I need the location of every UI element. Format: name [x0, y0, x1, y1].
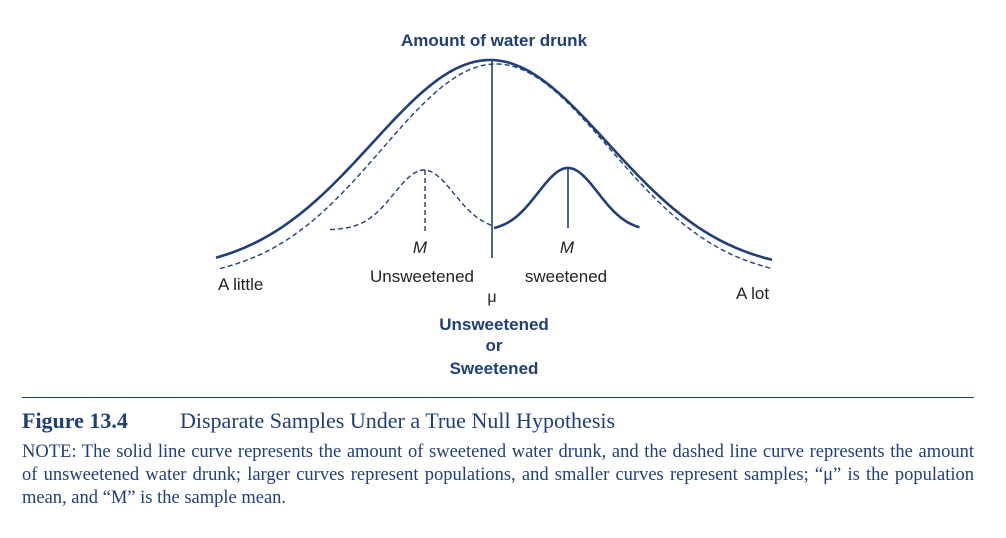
center-label-line-2: or: [486, 336, 503, 355]
figure-caption: Figure 13.4 Disparate Samples Under a Tru…: [22, 405, 974, 510]
sweetened-sample-label: sweetened: [525, 267, 607, 286]
diagram-title: Amount of water drunk: [401, 31, 588, 50]
figure-number: Figure 13.4: [22, 408, 128, 433]
sweetened-sample-curve: [493, 166, 640, 230]
population-mean-symbol: μ: [487, 289, 496, 306]
right-axis-label: A lot: [736, 284, 769, 303]
unsweetened-population-curve: [219, 63, 773, 270]
left-axis-label: A little: [218, 275, 263, 294]
unsweetened-sample-label: Unsweetened: [370, 267, 474, 286]
center-label-line-3: Sweetened: [450, 359, 539, 378]
figure-title: Disparate Samples Under a True Null Hypo…: [180, 408, 616, 433]
figure-note: NOTE: The solid line curve represents th…: [22, 441, 974, 510]
note-text: The solid line curve represents the amou…: [22, 442, 974, 508]
unsweetened-sample-curve: [329, 169, 493, 231]
sweetened-sample-mean-label: M: [560, 238, 575, 257]
note-label: NOTE:: [22, 442, 77, 462]
caption-heading: Figure 13.4 Disparate Samples Under a Tru…: [22, 405, 974, 437]
caption-divider: [22, 397, 974, 398]
sweetened-population-curve: [215, 58, 773, 262]
unsweetened-sample-mean-label: M: [413, 238, 428, 257]
null-hypothesis-diagram: Amount of water drunk A little A lot M U…: [215, 31, 773, 378]
center-label-line-1: Unsweetened: [439, 315, 549, 334]
